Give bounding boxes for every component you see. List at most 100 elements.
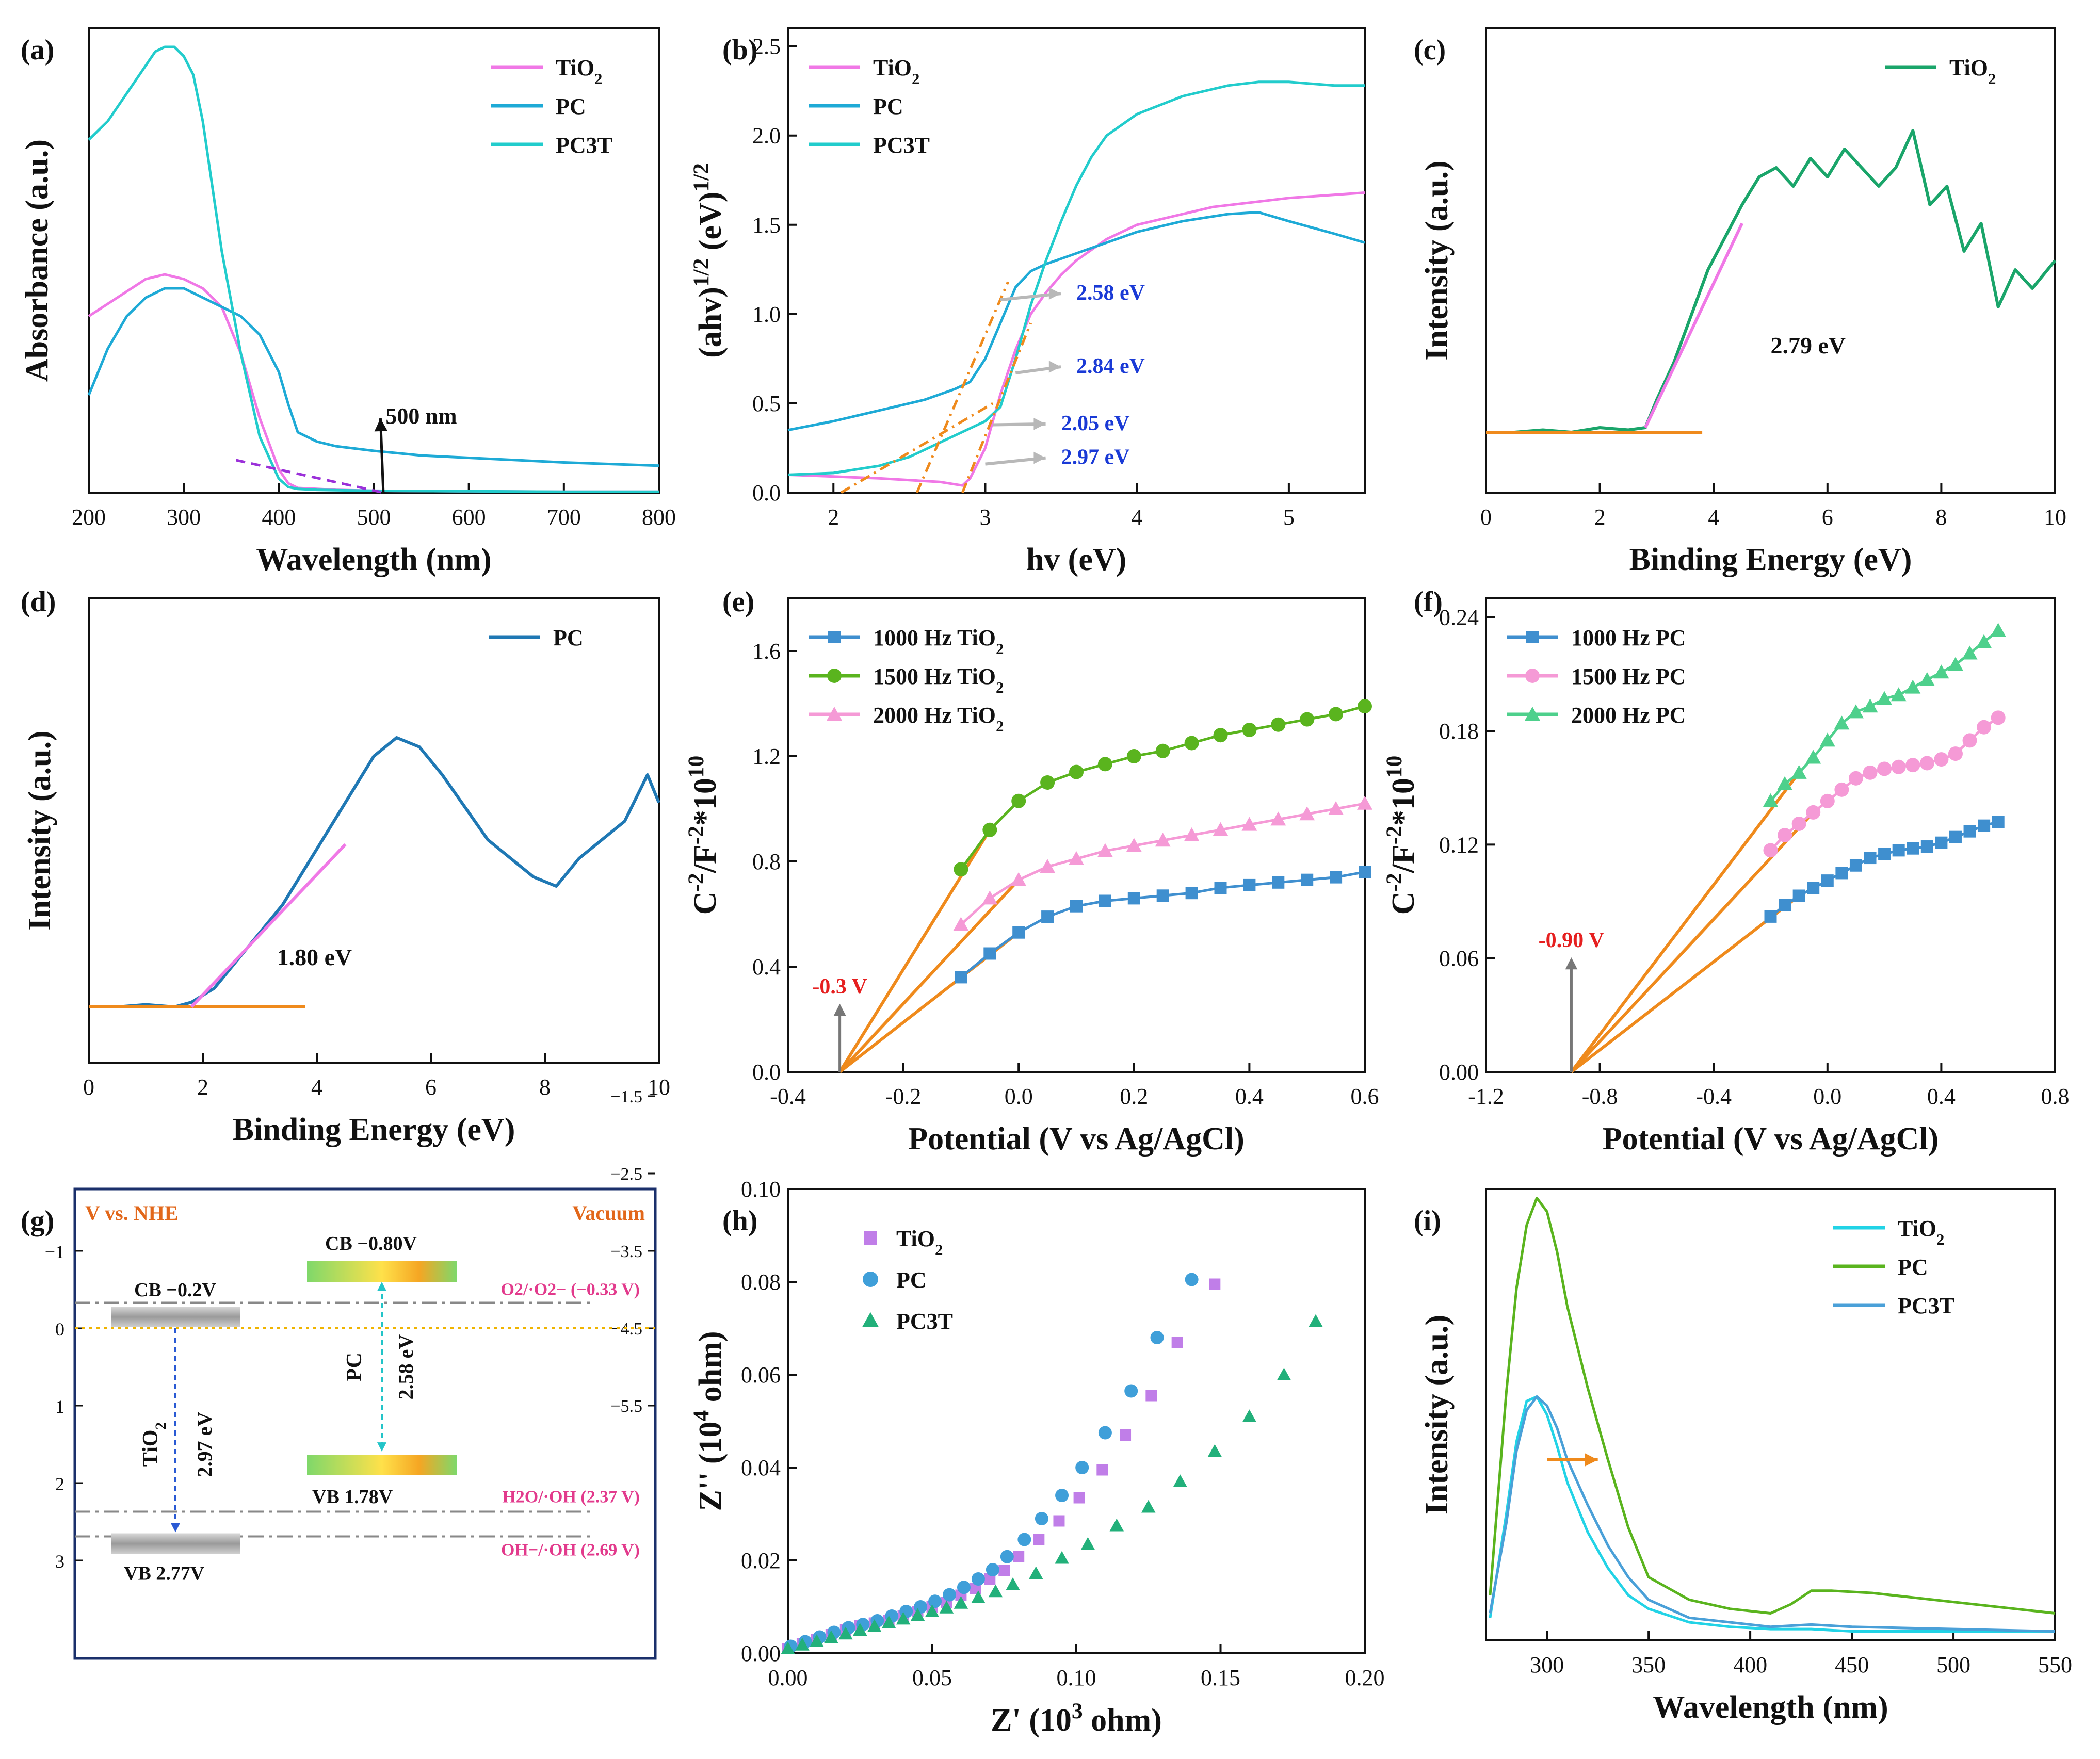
y-axis-label: C-2/F-2*1010 xyxy=(684,756,723,915)
x-tick-label: 0.00 xyxy=(768,1665,808,1690)
series-line-pc xyxy=(87,287,659,467)
data-point xyxy=(1805,750,1821,764)
data-point xyxy=(1097,843,1113,857)
series-line-tio2 xyxy=(1486,129,2057,434)
x-tick-label: 700 xyxy=(547,504,581,530)
y-tick-label: 0.08 xyxy=(741,1269,781,1295)
data-point xyxy=(1892,844,1905,857)
data-point xyxy=(1141,1500,1156,1513)
data-point xyxy=(864,1231,877,1245)
intercept-label: -0.90 V xyxy=(1539,929,1605,952)
data-point xyxy=(1241,817,1257,831)
data-point xyxy=(1947,657,1963,671)
left-tick-label: −1 xyxy=(45,1242,64,1262)
left-axis-title: V vs. NHE xyxy=(85,1201,178,1225)
diagram-frame xyxy=(73,1187,657,1660)
panel-b-tauc-chart: 2 3 4 5 0.0 0.5 1.0 1.5 2.0 2.5 2.58 eV 2.84 eV 2.05… xyxy=(689,27,1366,577)
data-point xyxy=(1006,1577,1020,1590)
x-tick-label: 600 xyxy=(452,504,486,530)
series-line-pc3t xyxy=(88,45,659,493)
x-axis-label: Wavelength (nm) xyxy=(1653,1690,1888,1725)
legend-label: PC xyxy=(873,94,903,119)
x-tick-label: 0.4 xyxy=(1235,1084,1264,1109)
left-tick-label: 2 xyxy=(55,1474,64,1494)
x-tick-label: 0.2 xyxy=(1120,1084,1148,1109)
y-tick-label: 0.4 xyxy=(752,954,781,980)
x-tick-label: 450 xyxy=(1835,1652,1869,1677)
legend-label: 1500 Hz PC xyxy=(1571,664,1686,689)
data-point xyxy=(954,1596,968,1609)
x-tick-label: -0.4 xyxy=(1695,1084,1732,1109)
data-point xyxy=(1000,1550,1014,1563)
x-tick-label: 800 xyxy=(642,504,676,530)
x-axis-label: Binding Energy (eV) xyxy=(1629,542,1912,577)
data-point xyxy=(1878,848,1891,860)
y-tick-label: 0.06 xyxy=(1439,946,1479,971)
x-tick-label: 5 xyxy=(1283,504,1295,530)
panel-f-mott-schottky-chart: -1.2 -0.8 -0.4 0.0 0.4 0.8 0.00 0.06 0.12 0.18 0.2… xyxy=(1382,597,2070,1157)
tio2-gap-label: 2.97 eV xyxy=(193,1412,216,1477)
data-point xyxy=(1055,1489,1069,1502)
series-line-tio2 xyxy=(1489,1395,2055,1633)
legend-label: TiO2 xyxy=(873,55,919,88)
y-tick-label: 1.0 xyxy=(752,302,781,327)
data-point xyxy=(1991,710,2006,725)
plot-frame xyxy=(787,1188,1366,1654)
data-point xyxy=(1011,872,1027,886)
x-axis-label: Potential (V vs Ag/AgCl) xyxy=(1603,1121,1939,1157)
x-tick-label: -0.2 xyxy=(885,1084,922,1109)
data-point xyxy=(1990,623,2006,637)
y-tick-label: 1.5 xyxy=(752,213,781,238)
x-tick-label: 0.4 xyxy=(1927,1084,1956,1109)
data-point xyxy=(1124,1384,1138,1398)
annotation-arrow-head xyxy=(1033,451,1046,464)
data-point xyxy=(1126,838,1142,852)
data-point xyxy=(1207,1444,1222,1457)
bandgap-label: 2.05 eV xyxy=(1061,412,1130,435)
data-point xyxy=(1272,876,1285,889)
data-point xyxy=(1835,867,1848,880)
y-tick-label: 0.8 xyxy=(752,849,781,874)
data-point xyxy=(1992,816,2005,828)
bandgap-label: 2.97 eV xyxy=(1061,446,1130,469)
panel-label: (h) xyxy=(722,1205,757,1237)
x-tick-label: 200 xyxy=(72,504,106,530)
data-point xyxy=(1184,736,1199,751)
data-point xyxy=(1053,1515,1065,1527)
legend-label: PC3T xyxy=(873,133,930,158)
panel-label: (c) xyxy=(1414,34,1446,66)
tio2-valence-band xyxy=(111,1533,240,1554)
legend-label: PC xyxy=(553,625,584,650)
x-tick-label: -1.2 xyxy=(1468,1084,1504,1109)
y-tick-label: 0.24 xyxy=(1439,605,1479,630)
data-point xyxy=(1526,631,1539,643)
x-axis-label: Binding Energy (eV) xyxy=(233,1112,515,1147)
data-point xyxy=(1934,752,1949,767)
y-axis-label: Absorbance (a.u.) xyxy=(20,139,55,382)
data-point xyxy=(1097,757,1112,772)
annotation-arrow-head xyxy=(1048,287,1061,300)
legend-label: TiO2 xyxy=(1898,1216,1944,1248)
x-tick-label: 0.0 xyxy=(1813,1084,1841,1109)
data-point xyxy=(1033,1534,1045,1545)
data-point xyxy=(1525,669,1540,683)
x-axis-label: Wavelength (nm) xyxy=(256,542,491,577)
data-point xyxy=(986,1563,999,1576)
data-point xyxy=(1073,1492,1085,1504)
data-point xyxy=(1155,743,1170,758)
data-point xyxy=(838,1626,853,1640)
x-tick-label: 2 xyxy=(197,1074,208,1100)
onset-label: 1.80 eV xyxy=(277,944,352,970)
data-point xyxy=(1277,1367,1291,1380)
data-point xyxy=(1080,1537,1095,1550)
data-point xyxy=(1242,1409,1257,1422)
legend-label: PC xyxy=(1898,1255,1928,1280)
data-point xyxy=(1919,672,1935,686)
x-tick-label: -0.4 xyxy=(770,1084,806,1109)
data-point xyxy=(896,1611,911,1625)
redox-label: H2O/·OH (2.37 V) xyxy=(502,1488,640,1507)
plot-frame xyxy=(787,27,1366,494)
data-point xyxy=(1127,892,1140,905)
legend-label: TiO2 xyxy=(1949,55,1996,88)
